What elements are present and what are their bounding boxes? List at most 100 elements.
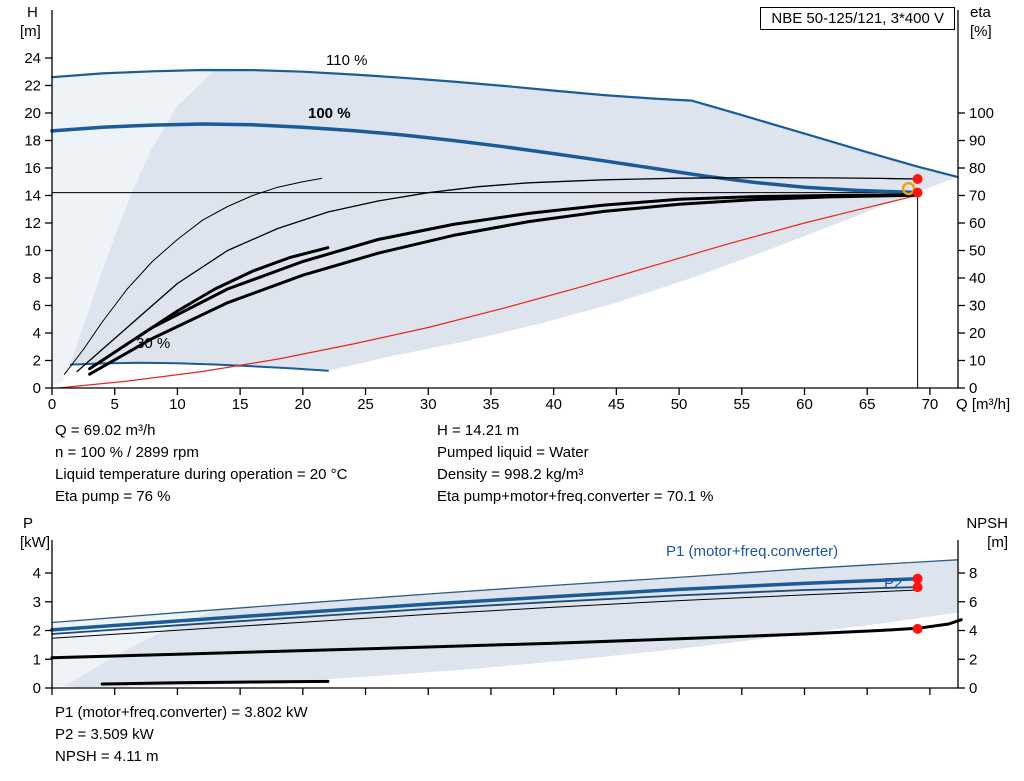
info-pumped-liquid: Pumped liquid = Water (437, 444, 589, 461)
duty-info-left: Q = 69.02 m³/h n = 100 % / 2899 rpm Liqu… (55, 420, 347, 508)
pump-model-badge: NBE 50-125/121, 3*400 V (760, 7, 955, 30)
power-chart: 0 1 2 3 4 0 2 4 6 8 (33, 540, 977, 697)
left-tick-label: 3 (33, 594, 41, 611)
op-dot-p2 (912, 582, 923, 593)
left-tick-label: 24 (24, 50, 41, 67)
x-tick-label: 0 (48, 396, 56, 413)
x-tick-label: 65 (859, 396, 876, 413)
eta-total-thick-2 (88, 193, 920, 376)
duty-point-ring (901, 181, 916, 196)
right-tick-label: 80 (969, 160, 986, 177)
left-tick-label: 1 (33, 651, 41, 668)
speed-curve-100pct (50, 122, 920, 195)
eta-pump-thin (76, 176, 919, 373)
h-axis-symbol: H (27, 4, 38, 21)
left-tick-label: 22 (24, 77, 41, 94)
info-head: H = 14.21 m (437, 422, 520, 439)
right-tick-label: 2 (969, 651, 977, 668)
left-tick-label: 0 (33, 680, 41, 697)
left-tick-label: 6 (33, 297, 41, 314)
power-info: P1 (motor+freq.converter) = 3.802 kW P2 … (55, 702, 308, 768)
right-tick-label: 50 (969, 242, 986, 259)
p-axis-unit: [kW] (20, 534, 50, 551)
right-tick-label: 20 (969, 325, 986, 342)
curve-label-p2: P2 (884, 575, 903, 592)
info-p2: P2 = 3.509 kW (55, 726, 154, 743)
info-p1: P1 (motor+freq.converter) = 3.802 kW (55, 704, 308, 721)
left-tick-label: 2 (33, 623, 41, 640)
p1-curve (50, 576, 920, 632)
h-axis-label: H [m] (20, 3, 41, 41)
left-tick-label: 12 (24, 215, 41, 232)
op-dot-p1 (912, 573, 923, 584)
speed-curve-110pct (50, 68, 959, 178)
left-tick-label: 10 (24, 242, 41, 259)
q-axis-label: Q [m³/h] (956, 396, 1011, 413)
x-tick-label: 45 (608, 396, 625, 413)
npsh-axis-label: NPSH [m] (956, 514, 1008, 552)
info-flow: Q = 69.02 m³/h (55, 422, 156, 439)
left-tick-label: 4 (33, 565, 41, 582)
x-tick-label: 20 (294, 396, 311, 413)
power-envelope-pale (52, 610, 215, 687)
right-tick-label: 8 (969, 565, 977, 582)
left-tick-label: 8 (33, 270, 41, 287)
x-tick-label: 15 (232, 396, 249, 413)
p-axis-label: P [kW] (20, 514, 50, 552)
x-tick-label: 55 (733, 396, 750, 413)
right-tick-label: 40 (969, 270, 986, 287)
info-npsh: NPSH = 4.11 m (55, 748, 159, 765)
power-envelope-top-line (51, 559, 959, 624)
eta-low-speed-thick (138, 246, 330, 338)
op-dot-head (912, 187, 923, 198)
right-tick-label: 4 (969, 623, 977, 640)
npsh-axis-symbol: NPSH (966, 515, 1008, 532)
info-density: Density = 998.2 kg/m³ (437, 466, 584, 483)
x-tick-label: 50 (671, 396, 688, 413)
eta-axis-symbol: eta (970, 4, 991, 21)
qh-chart: 0246810121416182022240102030405060708090… (24, 10, 994, 413)
left-tick-label: 18 (24, 132, 41, 149)
x-tick-label: 10 (169, 396, 186, 413)
eta-reduced-speed-thin (64, 177, 323, 375)
info-eta-pump: Eta pump = 76 % (55, 488, 171, 505)
right-tick-label: 100 (969, 105, 994, 122)
h-axis-unit: [m] (20, 23, 41, 40)
x-tick-label: 30 (420, 396, 437, 413)
right-tick-label: 6 (969, 594, 977, 611)
right-tick-label: 90 (969, 132, 986, 149)
curve-label-30pct: 30 % (136, 335, 171, 352)
eta-total-thick-1 (88, 193, 920, 371)
right-tick-label: 0 (969, 380, 977, 397)
right-tick-label: 30 (969, 297, 986, 314)
power-envelope-main (62, 559, 958, 688)
op-dot-npsh (912, 623, 923, 634)
qh-envelope-pale (52, 69, 215, 384)
right-tick-label: 70 (969, 187, 986, 204)
eta-axis-label: eta [%] (970, 3, 992, 41)
op-dot-eta-pump (912, 174, 923, 184)
curve-label-p1: P1 (motor+freq.converter) (666, 543, 839, 560)
eta-pump-red-curve (57, 194, 919, 389)
info-eta-total: Eta pump+motor+freq.converter = 70.1 % (437, 488, 714, 505)
curve-label-100pct: 100 % (308, 105, 351, 122)
duty-info-right: H = 14.21 m Pumped liquid = Water Densit… (437, 420, 713, 508)
right-tick-label: 60 (969, 215, 986, 232)
x-tick-label: 25 (357, 396, 374, 413)
info-speed: n = 100 % / 2899 rpm (55, 444, 199, 461)
left-tick-label: 20 (24, 105, 41, 122)
left-tick-label: 4 (33, 325, 41, 342)
npsh-axis-unit: [m] (987, 534, 1008, 551)
right-tick-label: 0 (969, 680, 977, 697)
curve-label-110pct: 110 % (326, 52, 368, 69)
p-30pct-segment (100, 679, 330, 686)
left-tick-label: 16 (24, 160, 41, 177)
x-tick-label: 40 (545, 396, 562, 413)
x-tick-label: 60 (796, 396, 813, 413)
npsh-curve (50, 618, 963, 660)
p2-curve (51, 586, 919, 635)
left-tick-label: 2 (33, 352, 41, 369)
info-liquid-temp: Liquid temperature during operation = 20… (55, 466, 348, 483)
x-tick-label: 70 (922, 396, 939, 413)
